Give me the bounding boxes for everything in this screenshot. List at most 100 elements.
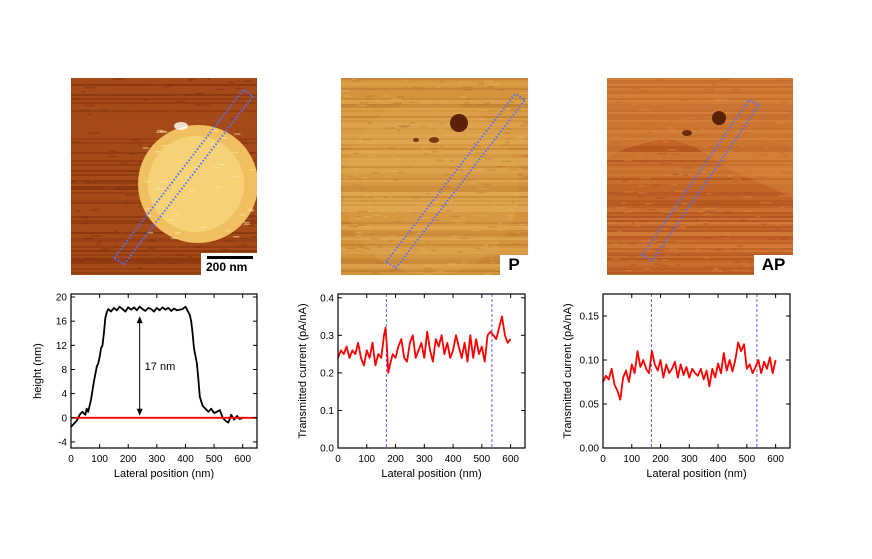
texture-speck: [390, 235, 396, 238]
texture-speck: [465, 156, 474, 158]
texture-speck: [680, 134, 685, 136]
x-tick-label: 600: [234, 454, 251, 465]
texture-speck: [523, 155, 528, 157]
scan-line: [341, 222, 528, 224]
texture-speck: [86, 181, 91, 184]
scan-line: [71, 248, 257, 250]
scan-line: [341, 170, 528, 172]
texture-speck: [520, 92, 528, 94]
scan-line: [71, 232, 257, 234]
texture-speck: [146, 239, 156, 242]
texture-speck: [639, 220, 647, 222]
texture-speck: [354, 217, 362, 220]
texture-speck: [125, 266, 134, 268]
texture-speck: [373, 196, 384, 199]
scan-line: [341, 228, 528, 230]
scan-line: [341, 106, 528, 108]
x-tick-label: 100: [91, 454, 108, 465]
texture-speck: [448, 200, 453, 202]
texture-speck: [149, 229, 154, 231]
scale-bar: [207, 256, 253, 259]
texture-speck: [509, 168, 517, 171]
texture-speck: [413, 248, 419, 251]
texture-speck: [523, 122, 528, 124]
scan-line: [607, 86, 793, 88]
texture-speck: [703, 213, 711, 215]
texture-speck: [345, 247, 355, 250]
texture-speck: [391, 98, 402, 100]
line-scan-box: [112, 88, 255, 266]
x-tick-label: 0: [600, 454, 606, 465]
texture-speck: [622, 180, 628, 182]
scan-line: [341, 212, 528, 214]
texture-speck: [507, 107, 511, 110]
texture-speck: [367, 205, 372, 208]
scan-line: [607, 168, 793, 170]
texture-speck: [767, 138, 772, 141]
texture-speck: [445, 134, 456, 136]
texture-speck: [391, 251, 401, 253]
texture-speck: [713, 268, 719, 270]
island-speck: [154, 187, 161, 190]
texture-speck: [113, 230, 117, 232]
texture-speck: [463, 179, 474, 181]
scan-line: [341, 118, 528, 120]
texture-speck: [136, 267, 142, 269]
texture-speck: [491, 246, 500, 249]
texture-speck: [646, 246, 651, 249]
texture-speck: [492, 205, 499, 207]
texture-speck: [702, 223, 708, 225]
scan-line: [341, 150, 528, 152]
scan-line: [341, 196, 528, 198]
scan-line: [341, 130, 528, 132]
texture-speck: [237, 238, 242, 241]
texture-speck: [440, 145, 444, 148]
texture-speck: [435, 128, 446, 131]
scan-line: [341, 246, 528, 248]
texture-speck: [621, 111, 625, 114]
scan-line: [71, 88, 257, 90]
texture-speck: [651, 103, 661, 105]
scan-line: [607, 234, 793, 236]
texture-speck: [243, 127, 252, 130]
scan-line: [341, 236, 528, 238]
texture-speck: [436, 159, 444, 161]
texture-speck: [413, 212, 417, 214]
texture-speck: [117, 188, 128, 190]
texture-speck: [457, 251, 464, 253]
texture-speck: [732, 248, 736, 250]
scan-line: [341, 124, 528, 126]
pit-small: [682, 130, 692, 136]
scan-line: [607, 256, 793, 258]
texture-speck: [653, 263, 663, 265]
texture-speck: [369, 238, 380, 240]
scan-line: [607, 142, 793, 144]
scan-line: [341, 178, 528, 180]
scan-line: [341, 262, 528, 264]
y-tick-label: 20: [56, 293, 68, 304]
scan-line: [341, 182, 528, 184]
texture-speck: [707, 208, 716, 210]
x-tick-label: 100: [623, 454, 640, 465]
texture-speck: [243, 88, 251, 91]
island-speck: [232, 151, 239, 154]
texture-speck: [667, 171, 672, 173]
texture-speck: [483, 244, 488, 246]
texture-speck: [450, 235, 458, 238]
texture-speck: [221, 249, 229, 251]
texture-speck: [409, 229, 420, 231]
scan-line: [607, 220, 793, 222]
texture-speck: [104, 112, 108, 115]
scan-line: [607, 246, 793, 248]
texture-speck: [631, 103, 639, 105]
scan-line: [341, 204, 528, 206]
scan-line: [607, 90, 793, 92]
y-tick-label: 0.0: [320, 444, 334, 455]
arrow-head-top: [136, 316, 143, 324]
island-speck: [243, 221, 250, 224]
texture-speck: [431, 151, 439, 153]
texture-speck: [235, 131, 239, 133]
texture-speck: [646, 114, 653, 117]
texture-speck: [431, 103, 438, 105]
texture-speck: [509, 234, 516, 236]
